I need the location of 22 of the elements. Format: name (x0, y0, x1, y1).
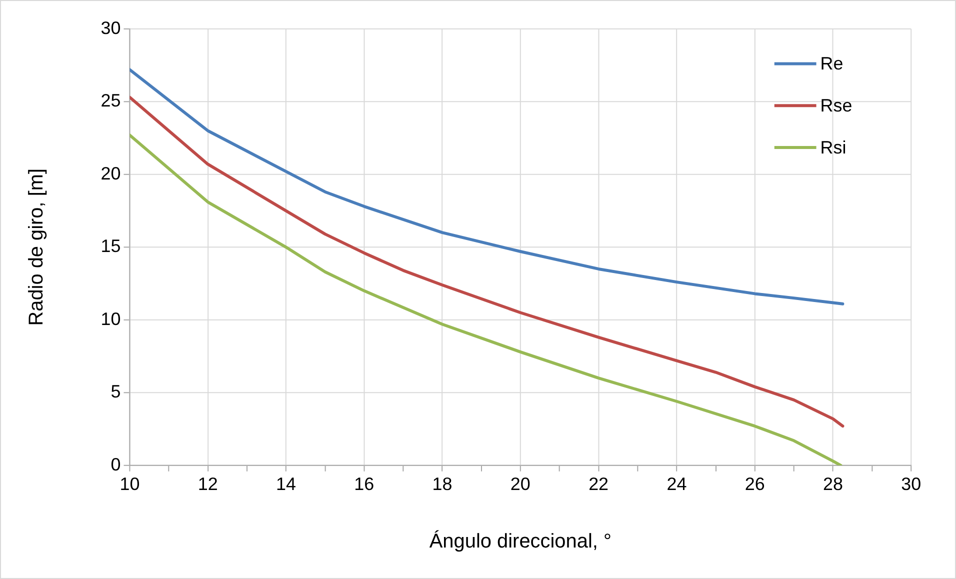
x-tick-label: 28 (822, 474, 843, 494)
legend-label: Re (820, 54, 844, 74)
y-tick-label: 30 (100, 18, 121, 38)
y-tick-label: 0 (110, 454, 121, 474)
x-tick-label: 16 (354, 474, 374, 494)
x-tick-label: 18 (432, 474, 452, 494)
legend-label: Rsi (820, 137, 846, 158)
x-tick-label: 26 (744, 474, 765, 494)
x-tick-label: 30 (901, 474, 922, 494)
y-tick-label: 15 (100, 236, 121, 256)
x-axis-title: Ángulo direccional, ° (429, 530, 612, 553)
y-tick-label: 25 (100, 90, 121, 111)
x-tick-label: 22 (588, 474, 609, 494)
legend-label: Rse (820, 96, 852, 116)
y-tick-label: 5 (110, 382, 121, 402)
x-tick-label: 14 (276, 474, 296, 494)
y-tick-label: 10 (100, 308, 121, 329)
y-tick-label: 20 (100, 163, 121, 184)
x-tick-label: 12 (198, 474, 218, 494)
x-tick-label: 20 (510, 474, 530, 494)
y-axis-title: Radio de giro, [m] (25, 168, 48, 326)
x-tick-label: 24 (666, 474, 687, 494)
